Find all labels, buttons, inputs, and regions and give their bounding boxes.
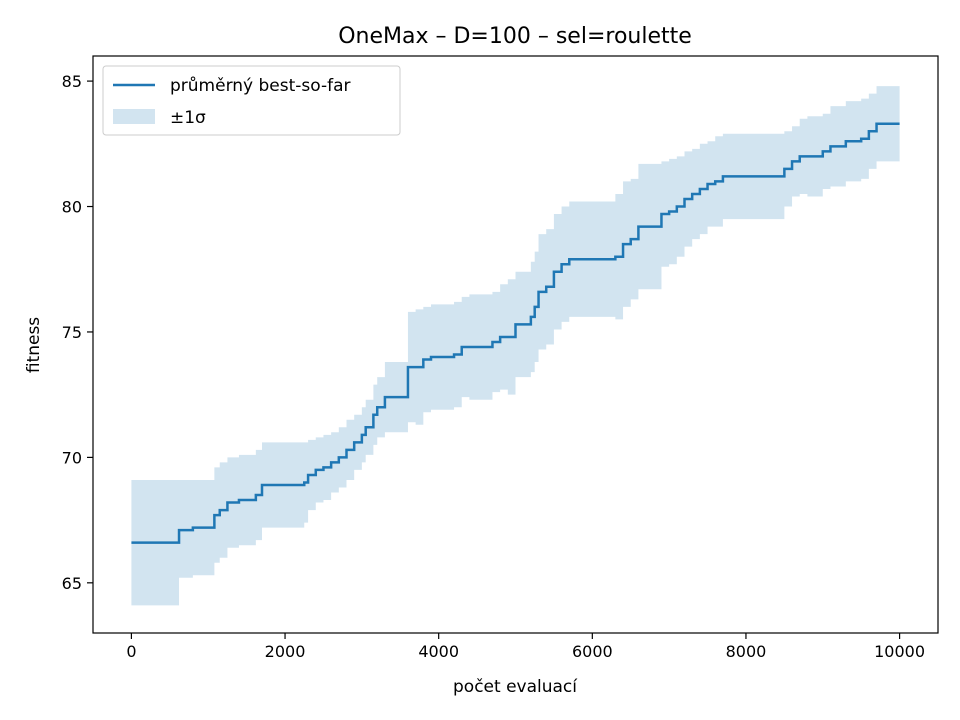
axes: 0 2000 4000 6000 8000 10000 65 70 75 80 85 bbox=[62, 55, 939, 661]
x-tick-label: 6000 bbox=[572, 642, 613, 661]
y-tick-label: 80 bbox=[62, 198, 82, 217]
x-tick-label: 8000 bbox=[726, 642, 767, 661]
legend-label-mean: průměrný best-so-far bbox=[170, 76, 351, 96]
x-tick-label: 10000 bbox=[874, 642, 925, 661]
mean-line bbox=[131, 122, 900, 544]
y-tick-label: 70 bbox=[62, 448, 82, 467]
x-axis-label: počet evaluací bbox=[453, 677, 578, 697]
legend-band-swatch bbox=[113, 109, 155, 124]
y-tick-label: 75 bbox=[62, 323, 82, 342]
legend-label-band: ±1σ bbox=[170, 108, 206, 128]
sigma-band bbox=[131, 86, 900, 606]
x-tick-label: 0 bbox=[126, 642, 136, 661]
legend: průměrný best-so-far ±1σ bbox=[102, 65, 401, 136]
plot-area bbox=[131, 86, 900, 606]
chart-title: OneMax – D=100 – sel=roulette bbox=[338, 24, 692, 49]
x-tick-label: 2000 bbox=[265, 642, 306, 661]
y-axis-label: fitness bbox=[24, 317, 44, 373]
axes-frame bbox=[92, 55, 939, 634]
legend-frame bbox=[102, 65, 401, 136]
x-tick-label: 4000 bbox=[418, 642, 459, 661]
y-tick-label: 85 bbox=[62, 72, 82, 91]
y-tick-label: 65 bbox=[62, 574, 82, 593]
